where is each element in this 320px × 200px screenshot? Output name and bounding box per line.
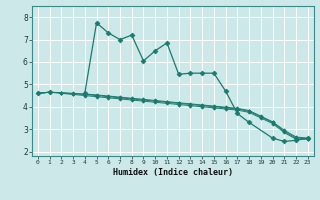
X-axis label: Humidex (Indice chaleur): Humidex (Indice chaleur): [113, 168, 233, 177]
